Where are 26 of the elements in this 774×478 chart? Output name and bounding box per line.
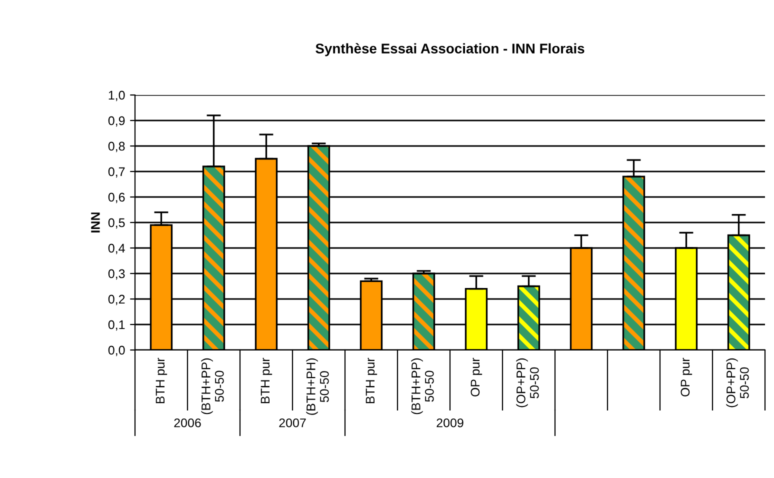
y-tick-label: 0,4 [108,244,125,254]
text: 2007 [279,418,306,428]
chart-title: Synthèse Essai Association - INN Florais [316,43,584,56]
y-tick-label: 0,9 [108,116,125,127]
y-tick-label: 0,1 [108,320,125,331]
x-tick-label: OP pur [470,358,482,396]
y-tick-label: 0,6 [108,192,125,204]
x-tick-label: (OP+PP) 50-50 [726,358,749,408]
x-tick-label: BTH pur [260,358,272,404]
x-tick-label: (OP+PP) 50-50 [516,358,539,408]
y-axis-title: INN [91,212,100,232]
x-tick-label: (BTH+PP) 50-50 [201,358,224,414]
text: 2006 [174,418,201,428]
y-tick-label: 1,0 [108,90,125,102]
x-tick-label: (BTH+PH) 50-50 [306,358,329,415]
x-tick-label: (BTH+PP) 50-50 [411,358,434,414]
x-tick-label: BTH pur [366,358,378,404]
y-tick-label: 0,0 [108,346,125,356]
text: 2009 [436,418,464,428]
y-tick-label: 0,7 [108,167,125,178]
y-tick-label: 0,5 [108,218,125,229]
y-tick-label: 0,2 [108,294,125,306]
y-tick-label: 0,3 [108,269,125,280]
x-tick-label: BTH pur [156,358,168,404]
x-tick-label: OP pur [680,358,692,396]
y-tick-label: 0,8 [108,142,125,152]
